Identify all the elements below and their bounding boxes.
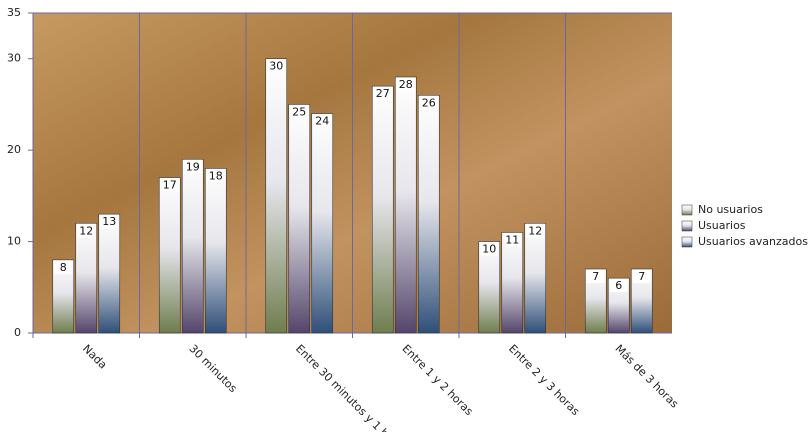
bar <box>181 158 204 334</box>
value-label-box <box>526 224 544 238</box>
x-tick-label: 30 minutos <box>187 342 240 395</box>
value-label: 6 <box>615 279 622 292</box>
value-label: 12 <box>79 224 93 237</box>
y-tick-label: 0 <box>14 326 21 339</box>
value-label-box <box>313 114 331 128</box>
value-label: 11 <box>505 233 519 246</box>
value-label: 7 <box>638 270 645 283</box>
legend-swatch <box>681 220 693 232</box>
bar <box>158 177 181 334</box>
bar <box>584 268 607 334</box>
x-tick-label: Entre 30 minutos y 1 hora <box>293 342 404 432</box>
bar <box>371 85 394 334</box>
value-label: 19 <box>186 160 200 173</box>
value-label-box <box>290 105 308 119</box>
bar <box>265 58 288 334</box>
bar <box>204 168 227 334</box>
value-label-box <box>397 78 415 91</box>
legend-label: Usuarios avanzados <box>698 235 808 248</box>
bar <box>501 232 524 334</box>
bar <box>52 259 75 334</box>
value-label: 12 <box>528 224 542 237</box>
x-tick-label: Más de 3 horas <box>613 342 682 411</box>
bar <box>524 222 547 334</box>
value-label: 30 <box>269 60 283 73</box>
value-label-box <box>633 270 651 283</box>
value-label-box <box>610 279 628 293</box>
bar <box>630 268 653 334</box>
value-label: 18 <box>209 169 223 182</box>
value-label: 7 <box>592 270 599 283</box>
bar <box>394 76 417 334</box>
value-label: 17 <box>163 179 177 192</box>
x-tick-label: Nada <box>80 342 109 371</box>
x-tick-label: Entre 1 y 2 horas <box>400 342 476 418</box>
y-tick-label: 35 <box>7 6 21 19</box>
value-label-box <box>161 178 179 192</box>
value-label-box <box>54 260 72 274</box>
bar <box>75 222 98 334</box>
value-label: 8 <box>60 261 67 274</box>
legend-label: No usuarios <box>698 203 763 216</box>
value-label: 13 <box>102 215 116 228</box>
value-label: 28 <box>399 78 413 91</box>
legend-swatch <box>681 204 693 216</box>
value-label: 10 <box>482 243 496 256</box>
value-label-box <box>587 270 605 283</box>
y-tick-label: 30 <box>7 52 21 65</box>
value-label-box <box>77 224 95 238</box>
value-label: 25 <box>292 105 306 118</box>
bar <box>478 241 501 334</box>
value-label-box <box>420 96 438 110</box>
y-tick-label: 10 <box>7 235 21 248</box>
bar <box>417 94 440 334</box>
x-tick-label: Entre 2 y 3 horas <box>506 342 582 418</box>
value-label-box <box>100 215 118 229</box>
value-label-box <box>207 169 225 183</box>
legend-label: Usuarios <box>698 219 746 232</box>
bar <box>98 213 121 334</box>
value-label-box <box>374 87 392 101</box>
value-label: 26 <box>422 96 436 109</box>
value-label-box <box>480 242 498 256</box>
value-label-box <box>503 233 521 247</box>
bar <box>311 113 334 334</box>
value-label: 27 <box>376 87 390 100</box>
value-label-box <box>184 160 202 174</box>
y-tick-label: 20 <box>7 143 21 156</box>
legend-swatch <box>681 236 693 248</box>
value-label: 24 <box>315 115 329 128</box>
bar <box>288 104 311 334</box>
value-label-box <box>267 59 285 73</box>
